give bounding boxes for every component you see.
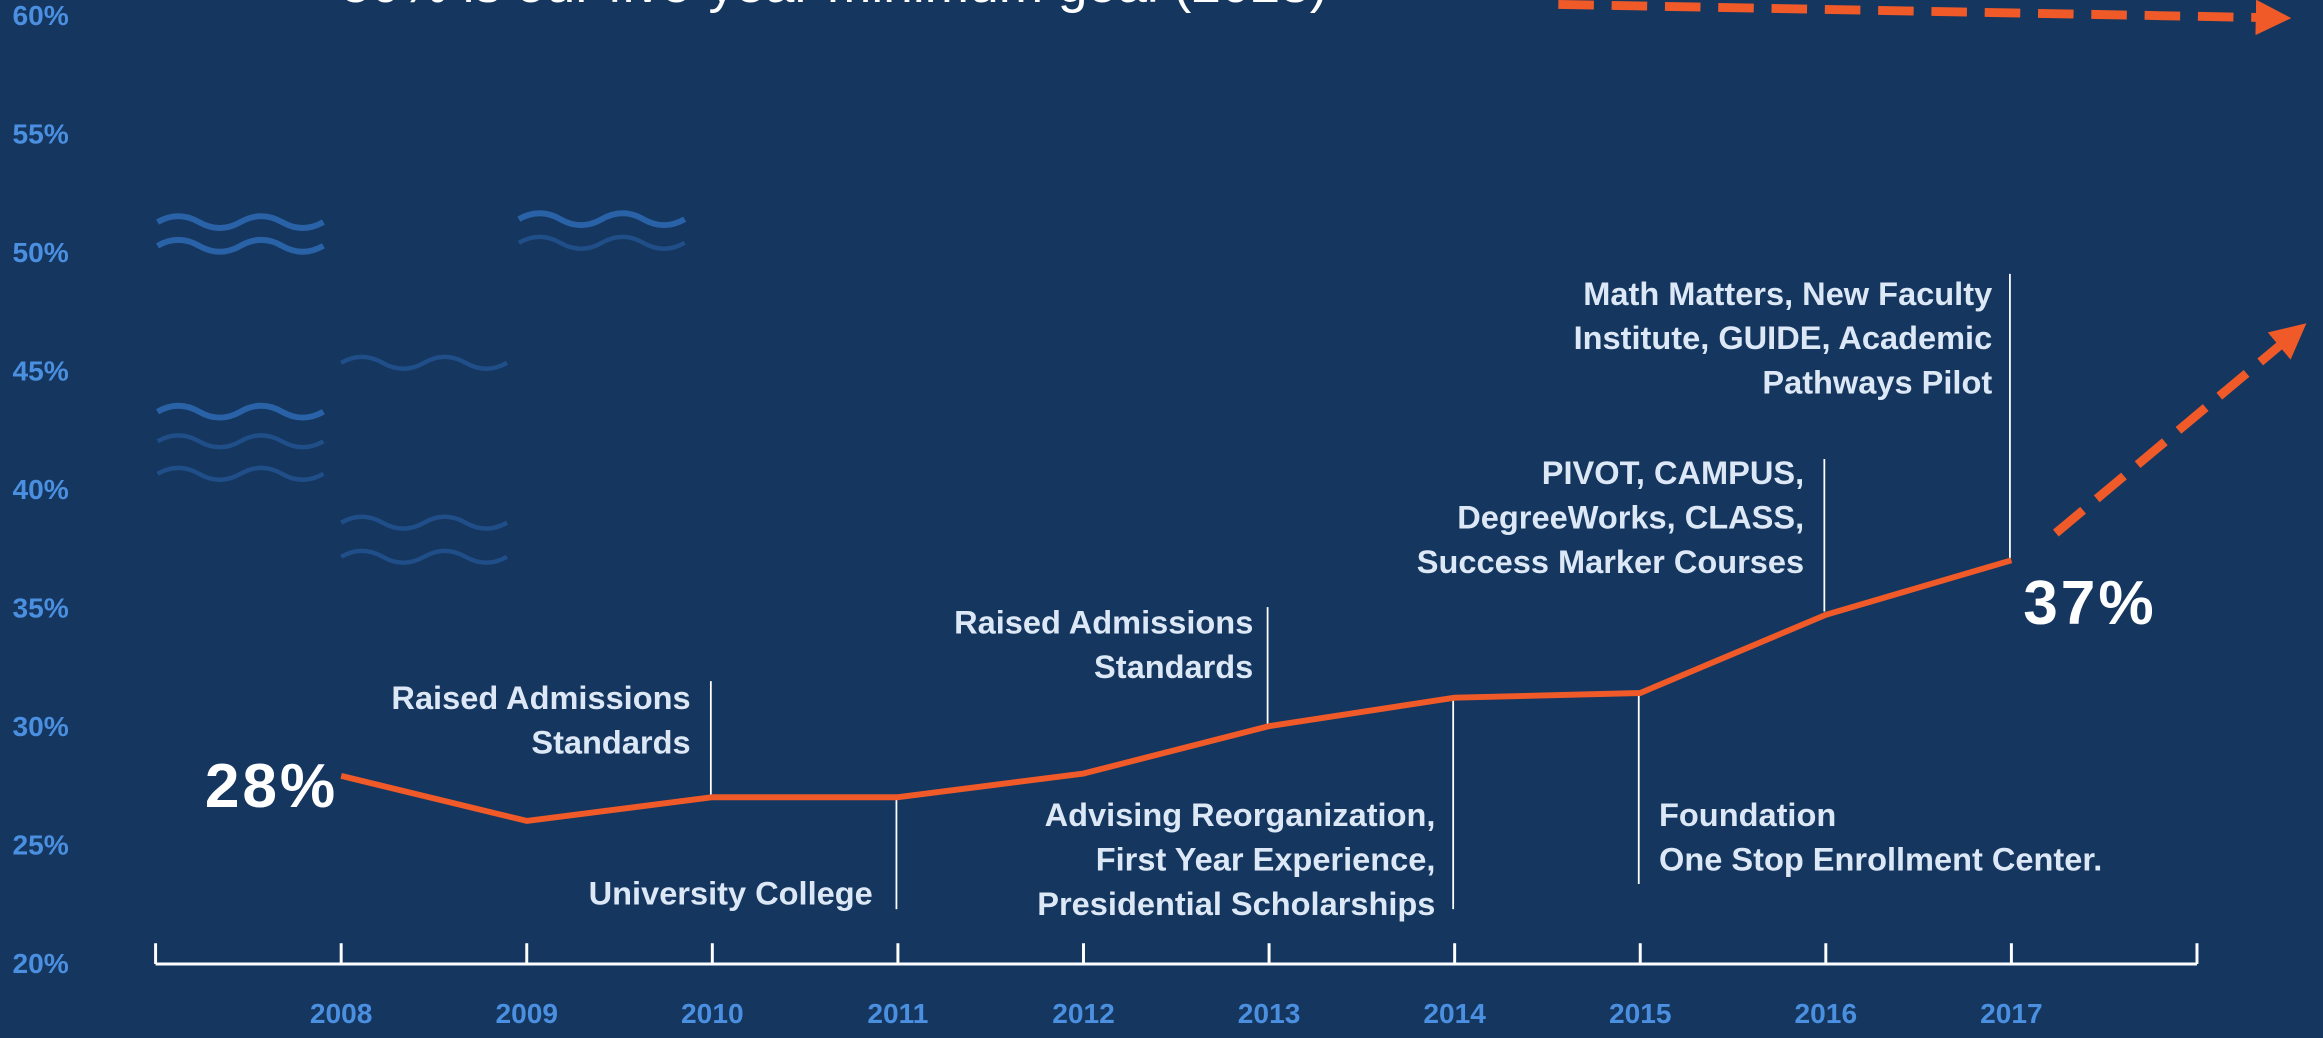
annotation-text: Raised Admissions [391, 680, 690, 716]
annotation-text: One Stop Enrollment Center. [1659, 841, 2102, 877]
annotation-text: Standards [1094, 649, 1253, 685]
goal-arrow [1558, 0, 2292, 36]
x-tick-label: 2017 [1980, 998, 2043, 1029]
x-tick-label: 2010 [681, 998, 744, 1029]
y-tick-label: 50% [12, 237, 68, 268]
annotation-text: Math Matters, New Faculty [1583, 276, 1992, 312]
x-tick-label: 2016 [1795, 998, 1858, 1029]
x-tick-label: 2013 [1238, 998, 1301, 1029]
annotation-text: Pathways Pilot [1762, 365, 1992, 401]
y-tick-label: 40% [12, 474, 68, 505]
y-tick-label: 35% [12, 593, 68, 624]
x-tick-label: 2012 [1052, 998, 1115, 1029]
x-tick-label: 2009 [495, 998, 558, 1029]
annotation-text: Raised Admissions [954, 604, 1253, 640]
annotation-text: Presidential Scholarships [1037, 886, 1435, 922]
goal-text: 50% is our five-year minimum goal (2023) [341, 0, 1327, 14]
annotation-text: Advising Reorganization, [1045, 797, 1436, 833]
annotation-text: Institute, GUIDE, Academic [1574, 320, 1993, 356]
annotation-text: Foundation [1659, 797, 1836, 833]
x-tick-label: 2015 [1609, 998, 1672, 1029]
y-tick-label: 55% [12, 119, 68, 150]
annotation-text: Standards [531, 724, 690, 760]
x-tick-label: 2008 [310, 998, 373, 1029]
annotation-text: Success Marker Courses [1417, 544, 1804, 580]
y-tick-label: 30% [12, 711, 68, 742]
annotation-text: PIVOT, CAMPUS, [1542, 455, 1804, 491]
x-tick-label: 2014 [1423, 998, 1486, 1029]
value-label: 37% [2023, 569, 2156, 638]
y-tick-label: 60% [12, 0, 68, 31]
annotation-text: First Year Experience, [1096, 841, 1436, 877]
decor-waves [156, 210, 687, 565]
y-tick-label: 45% [12, 356, 68, 387]
data-line [340, 557, 2013, 824]
value-label: 28% [205, 752, 338, 821]
x-tick-label: 2011 [867, 998, 928, 1029]
annotation-text: DegreeWorks, CLASS, [1457, 499, 1804, 535]
y-tick-label: 20% [12, 948, 68, 979]
y-tick-label: 25% [12, 829, 68, 860]
trend-arrow [2053, 323, 2307, 537]
annotation-text: University College [589, 875, 873, 911]
